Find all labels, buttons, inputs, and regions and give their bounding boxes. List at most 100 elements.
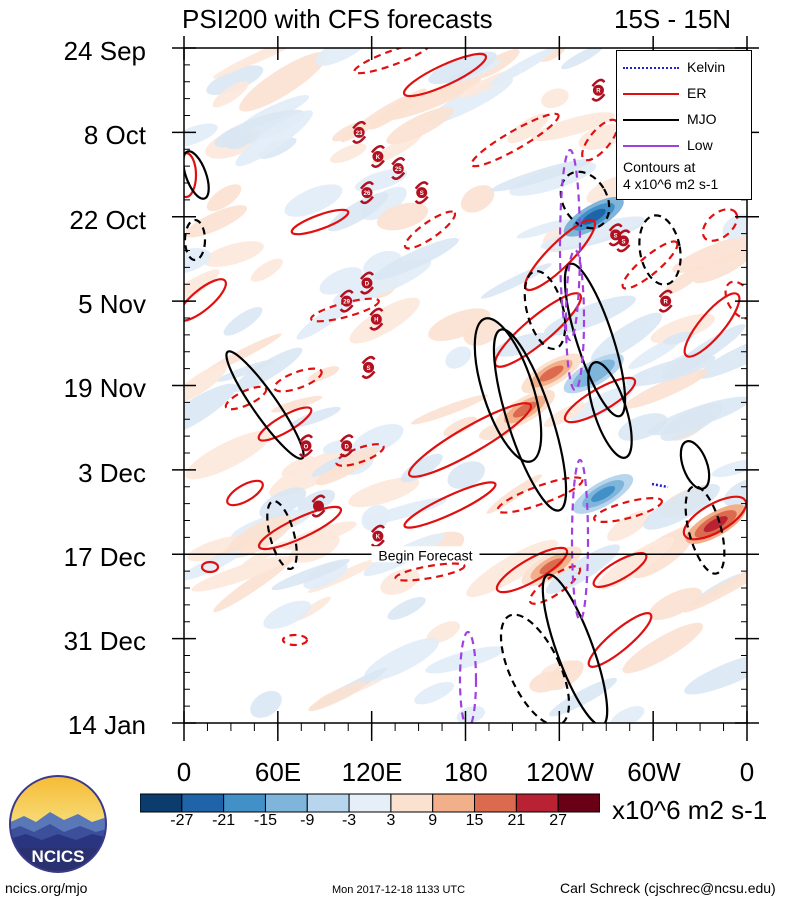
er-contour [184,278,227,322]
cyclone-arm [616,229,631,238]
cyclone-label: O [304,444,309,450]
field-patch [239,52,328,112]
colorbar-tick-label: -21 [212,812,236,829]
cyclone-label: R [664,300,669,306]
x-tick-label: 120W [526,757,594,787]
cyclone-icon: D [339,434,354,458]
positive-anomaly [539,558,564,575]
cyclone-eye [372,150,384,162]
field-patch [271,558,350,591]
mjo-contour [184,150,210,200]
y-tick-label: 3 Dec [78,458,146,488]
mjo-contour [559,170,611,230]
field-patch [624,369,709,409]
colorbar-tick-label: 9 [428,812,438,829]
field-patch [281,456,316,478]
cyclone-icon: 23 [352,120,367,144]
cyclone-eye [416,187,428,199]
field-patch [373,238,459,280]
cyclone-eye [660,295,672,307]
cyclone-eye [300,440,312,452]
field-patch [332,121,366,142]
field-patch [354,168,408,192]
cyclone-icon: H [369,307,384,331]
cyclone-arm [299,434,314,443]
field-patch [387,596,426,620]
cyclone-arm [361,355,376,365]
field-patch [376,202,429,231]
field-patch [507,113,549,144]
er-contour [257,406,313,442]
cyclone-icon: K [370,524,385,548]
cyclone-icon: R [591,78,606,102]
field-patch [319,267,363,295]
cyclone-arm [311,509,326,518]
field-patch [212,80,249,108]
cyclone-arm [369,307,384,317]
cyclone-arm [608,223,623,232]
legend-item-er: ER [617,85,751,103]
y-tick-label: 17 Dec [63,542,146,572]
field-patch [660,403,723,441]
cyclone-arm [616,244,631,253]
legend-label: Kelvin [687,59,726,75]
field-patch [723,479,747,507]
legend-swatch [623,67,679,69]
er-contour [290,208,350,236]
cyclone-arm [352,135,367,144]
cyclone-eye [370,313,382,325]
field-patch [445,346,472,369]
cyclone-arm [298,448,313,458]
cyclone-eye [312,500,324,512]
field-patch [184,123,218,148]
colorbar-tick-label: 27 [549,812,568,829]
mjo-contour [684,485,726,575]
legend-label: ER [687,85,707,101]
field-patch [516,219,571,239]
cyclone-eye [617,235,629,247]
field-patch [672,232,747,273]
y-tick-label: 31 Dec [63,626,146,656]
cyclone-arm [339,448,354,458]
er-contour [683,292,741,358]
cyclone-label: D [365,282,370,288]
cyclone-icon [311,494,326,518]
cyclone-arm [339,434,354,443]
forecast-label: Begin Forecast [378,547,472,563]
cyclone-label: S [621,239,625,245]
forecast-label-bg [371,546,480,563]
cyclone-arm [359,195,374,205]
field-patch [682,561,747,613]
er-contour [402,52,488,98]
field-patch [426,621,461,644]
er-contour [701,208,739,242]
colorbar-swatch [181,793,225,813]
low-contour [458,630,478,723]
cyclone-eye [341,440,353,452]
colorbar [140,793,600,813]
colorbar-swatch [390,793,434,813]
er-contour [621,240,679,290]
footer-url[interactable]: ncics.org/mjo [5,880,88,896]
field-patch [349,297,420,344]
cyclone-arm [359,271,375,280]
cyclone-eye [592,84,604,96]
colorbar-swatch [264,793,308,813]
cyclone-icon: 26 [359,181,375,205]
cyclone-icon: D [359,271,375,295]
er-contour [403,481,497,529]
field-patch [596,536,675,590]
field-patch [386,106,454,145]
field-patch [590,312,663,363]
field-patch [263,600,311,629]
er-contour [407,402,533,478]
cyclone-label: R [596,89,601,95]
cyclone-arm [369,322,384,331]
cyclone-arm [359,181,375,190]
field-patch [491,158,592,192]
ncics-logo: NCICS [9,775,107,873]
x-tick-label: 0 [739,757,755,787]
colorbar-swatch [474,793,517,813]
er-contour [587,612,653,668]
field-patch [330,143,367,163]
